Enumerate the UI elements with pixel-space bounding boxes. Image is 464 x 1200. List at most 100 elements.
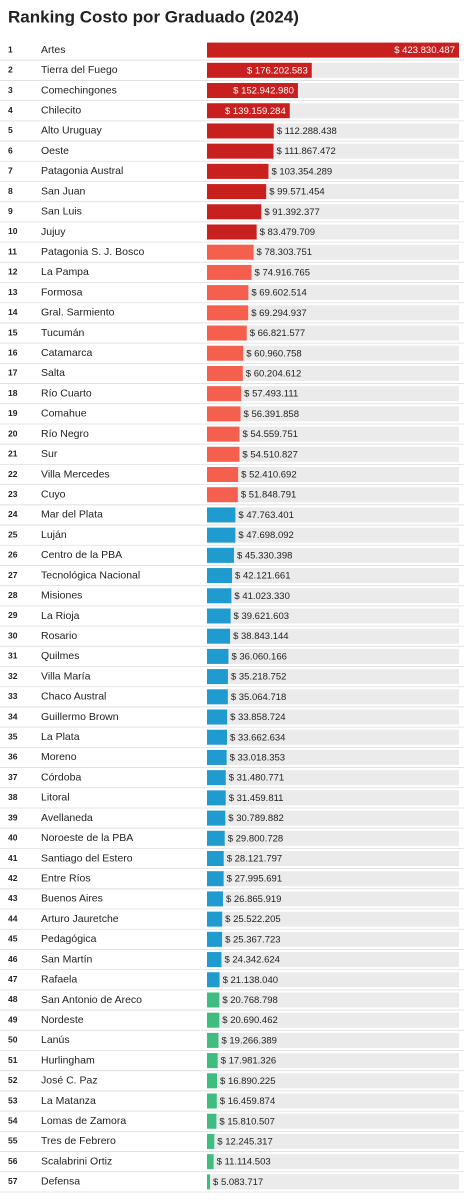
bar-track bbox=[207, 1174, 459, 1190]
category-label: Gral. Sarmiento bbox=[41, 307, 115, 319]
value-label: $ 60.960.758 bbox=[246, 348, 301, 359]
bar-track bbox=[207, 628, 459, 644]
category-label: Centro de la PBA bbox=[41, 549, 122, 561]
category-label: Guillermo Brown bbox=[41, 711, 119, 723]
category-label: Pedagógica bbox=[41, 933, 97, 945]
category-label: Villa Mercedes bbox=[41, 468, 110, 480]
category-label: Tierra del Fuego bbox=[41, 64, 118, 76]
bar-track bbox=[207, 406, 459, 422]
value-label: $ 423.830.487 bbox=[394, 45, 455, 56]
rank: 36 bbox=[8, 752, 18, 762]
bar bbox=[207, 264, 252, 280]
value-label: $ 78.303.751 bbox=[257, 247, 312, 258]
bar bbox=[207, 163, 269, 179]
rank: 38 bbox=[8, 792, 18, 802]
bar bbox=[207, 790, 226, 806]
bar bbox=[207, 972, 220, 988]
rank: 21 bbox=[8, 449, 18, 459]
category-label: Moreno bbox=[41, 751, 77, 763]
category-label: Defensa bbox=[41, 1176, 80, 1188]
bar-track bbox=[207, 830, 459, 846]
value-label: $ 42.121.661 bbox=[235, 571, 290, 582]
bar bbox=[207, 406, 241, 422]
rank: 20 bbox=[8, 428, 18, 438]
category-label: La Matanza bbox=[41, 1095, 96, 1107]
bar bbox=[207, 648, 229, 664]
bar-track bbox=[207, 931, 459, 947]
bar-track bbox=[207, 1073, 459, 1089]
bar-track bbox=[207, 1113, 459, 1129]
bar bbox=[207, 1012, 220, 1028]
category-label: Jujuy bbox=[41, 226, 66, 238]
bar bbox=[207, 1073, 218, 1089]
category-label: Alto Uruguay bbox=[41, 125, 102, 137]
rank: 2 bbox=[8, 65, 13, 75]
value-label: $ 176.202.583 bbox=[247, 65, 308, 76]
rank: 26 bbox=[8, 550, 18, 560]
bar bbox=[207, 386, 242, 402]
bar bbox=[207, 729, 228, 745]
value-label: $ 27.995.691 bbox=[227, 874, 282, 885]
rank: 54 bbox=[8, 1115, 18, 1125]
bar bbox=[207, 628, 231, 644]
bar-track bbox=[207, 709, 459, 725]
value-label: $ 47.698.092 bbox=[238, 530, 293, 541]
bar bbox=[207, 749, 227, 765]
category-label: Artes bbox=[41, 44, 66, 56]
rank: 3 bbox=[8, 85, 13, 95]
category-label: Hurlingham bbox=[41, 1054, 95, 1066]
category-label: Nordeste bbox=[41, 1014, 84, 1026]
category-label: Sur bbox=[41, 448, 58, 460]
category-label: Lanús bbox=[41, 1034, 70, 1046]
bar-track bbox=[207, 770, 459, 786]
rank: 19 bbox=[8, 408, 18, 418]
rank: 32 bbox=[8, 671, 18, 681]
bar-track bbox=[207, 224, 459, 240]
category-label: Comahue bbox=[41, 408, 87, 420]
category-label: Rafaela bbox=[41, 974, 77, 986]
rank: 15 bbox=[8, 327, 18, 337]
value-label: $ 83.479.709 bbox=[260, 227, 315, 238]
value-label: $ 52.410.692 bbox=[241, 470, 296, 481]
category-label: Quilmes bbox=[41, 650, 80, 662]
bar bbox=[207, 568, 233, 584]
rank: 51 bbox=[8, 1055, 18, 1065]
bar-track bbox=[207, 1012, 459, 1028]
bar bbox=[207, 224, 257, 240]
rank: 9 bbox=[8, 206, 13, 216]
rank: 57 bbox=[8, 1176, 18, 1186]
value-label: $ 33.858.724 bbox=[230, 712, 285, 723]
value-label: $ 45.330.398 bbox=[237, 550, 292, 561]
rank: 16 bbox=[8, 348, 18, 358]
rank: 1 bbox=[8, 44, 13, 54]
bar bbox=[207, 487, 238, 503]
bar-track bbox=[207, 426, 459, 442]
bar bbox=[207, 669, 228, 685]
value-label: $ 66.821.577 bbox=[250, 328, 305, 339]
category-label: San Juan bbox=[41, 185, 86, 197]
value-label: $ 17.981.326 bbox=[221, 1056, 276, 1067]
value-label: $ 35.064.718 bbox=[231, 692, 286, 703]
value-label: $ 56.391.858 bbox=[244, 409, 299, 420]
rank: 10 bbox=[8, 226, 18, 236]
value-label: $ 60.204.612 bbox=[246, 368, 301, 379]
bar-track bbox=[207, 386, 459, 402]
category-label: San Luis bbox=[41, 206, 82, 218]
rank: 6 bbox=[8, 145, 13, 155]
category-label: Patagonia Austral bbox=[41, 165, 123, 177]
category-label: Cuyo bbox=[41, 489, 66, 501]
bar bbox=[207, 931, 223, 947]
category-label: Oeste bbox=[41, 145, 69, 157]
value-label: $ 36.060.166 bbox=[231, 651, 286, 662]
category-label: Misiones bbox=[41, 590, 82, 602]
rank: 37 bbox=[8, 772, 18, 782]
value-label: $ 41.023.330 bbox=[234, 591, 289, 602]
rank: 39 bbox=[8, 812, 18, 822]
category-label: Santiago del Estero bbox=[41, 852, 133, 864]
value-label: $ 111.867.472 bbox=[277, 146, 336, 157]
bar bbox=[207, 305, 249, 321]
bar-track bbox=[207, 689, 459, 705]
rank: 47 bbox=[8, 974, 18, 984]
value-label: $ 16.890.225 bbox=[220, 1076, 275, 1087]
bar bbox=[207, 345, 244, 361]
